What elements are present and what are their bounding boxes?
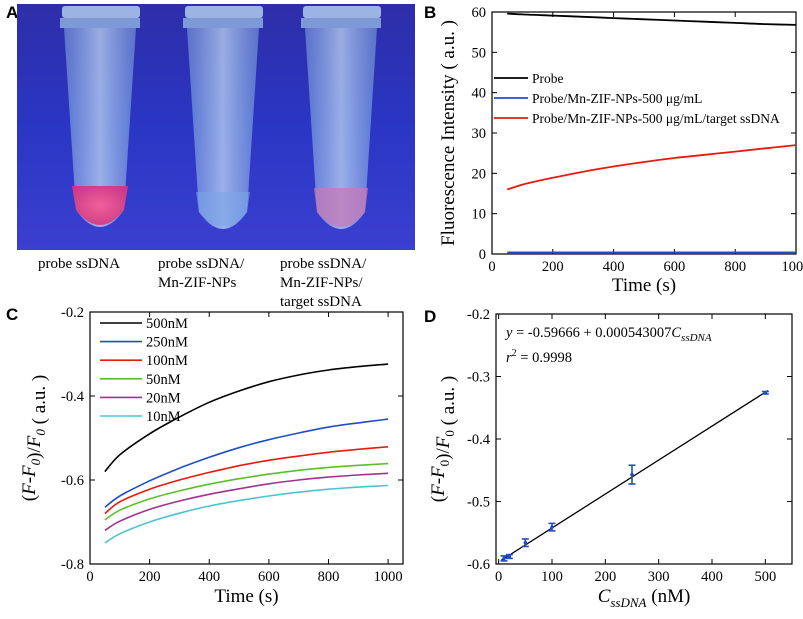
- legend-label: Probe/Mn-ZIF-NPs-500 μg/mL: [532, 91, 702, 106]
- series-line-0: [104, 363, 389, 473]
- plot-frame: [89, 311, 404, 565]
- y-tick-label: 20: [472, 166, 487, 182]
- x-tick-label: 1000: [782, 259, 803, 275]
- x-tick-label: 600: [258, 569, 280, 585]
- legend-label: 20nM: [146, 390, 181, 406]
- x-tick-label: 800: [724, 259, 746, 275]
- legend-label: 250nM: [146, 335, 188, 351]
- y-tick-label: -0.2: [467, 307, 490, 323]
- chart-c: 0 200 400 600 800 1000 -0.8 -0.6 -0.4 -0.2 500nM 25…: [19, 305, 404, 607]
- data-point: [550, 525, 554, 529]
- series-line-2: [104, 446, 389, 515]
- panel-label-c: C: [6, 305, 18, 324]
- y-tick-label: -0.4: [61, 389, 85, 405]
- tube-probe-mn-zif-target: [301, 6, 381, 229]
- x-axis-label: Time (s): [214, 586, 278, 607]
- series-line-0: [507, 12, 797, 26]
- chart-d: 0 100 200 300 400 500 -0.6 -0.5 -0.4 -0.3 -0.2 y = …: [428, 307, 793, 610]
- x-tick-label: 200: [139, 569, 161, 585]
- y-tick-label: -0.6: [467, 557, 490, 573]
- y-tick-label: 60: [472, 5, 487, 21]
- y-axis-label: (F-F0)/F0 ( a.u. ): [428, 376, 459, 502]
- panel-label-d: D: [424, 307, 436, 326]
- x-axis-label: CssDNA (nM): [598, 586, 691, 610]
- y-tick-label: -0.3: [467, 370, 490, 386]
- y-tick-label: -0.4: [467, 432, 491, 448]
- x-tick-label: 600: [664, 259, 686, 275]
- tube-probe-ssdna: [60, 6, 140, 227]
- chart-b: 0 200 400 600 800 1000 0 10 20 30 40 50 60 Probe Probe…: [438, 5, 803, 296]
- x-tick-label: 400: [603, 259, 625, 275]
- panel-a: A probe ssDNA probe ssDNA/ Mn-ZIF-NPs: [6, 3, 415, 310]
- x-tick-label: 0: [495, 569, 502, 585]
- x-tick-label: 0: [86, 569, 93, 585]
- y-tick-label: 0: [479, 247, 486, 263]
- series-line-1: [104, 418, 389, 508]
- x-axis-label: Time (s): [612, 275, 676, 296]
- series-line-3: [104, 462, 389, 521]
- series-line-2: [506, 144, 797, 191]
- legend-label: 500nM: [146, 316, 188, 332]
- y-tick-label: 30: [472, 126, 487, 142]
- tube-probe-mn-zif: [183, 6, 263, 229]
- fit-equation: y = -0.59666 + 0.000543007CssDNA: [504, 325, 712, 344]
- data-point: [630, 472, 634, 477]
- y-tick-label: 50: [472, 45, 487, 61]
- x-tick-label: 200: [594, 569, 616, 585]
- caption-tube-2: probe ssDNA/ Mn-ZIF-NPs: [158, 256, 248, 291]
- y-tick-label: -0.5: [467, 495, 490, 511]
- legend-label: 10nM: [146, 409, 181, 425]
- pink-solution: [72, 186, 128, 225]
- panel-label-b: B: [424, 3, 436, 22]
- plot-frame: [491, 11, 797, 255]
- r-squared: r2 = 0.9998: [506, 348, 572, 366]
- x-tick-label: 500: [754, 569, 776, 585]
- data-point: [502, 556, 506, 561]
- legend-label: Probe/Mn-ZIF-NPs-500 μg/mL/target ssDNA: [532, 111, 780, 126]
- y-axis-label: Fluorescence Intensity ( a.u. ): [438, 20, 459, 246]
- caption-tube-1: probe ssDNA: [38, 256, 120, 272]
- data-point: [763, 390, 768, 395]
- x-tick-label: 400: [701, 569, 723, 585]
- caption-tube-3: probe ssDNA/ Mn-ZIF-NPs/ target ssDNA: [280, 256, 370, 310]
- data-point: [507, 554, 512, 559]
- x-tick-label: 1000: [374, 569, 403, 585]
- y-tick-label: -0.6: [61, 473, 84, 489]
- y-tick-label: 10: [472, 207, 487, 223]
- series-line-5: [104, 484, 389, 544]
- fit-line: [500, 389, 769, 561]
- y-tick-label: -0.8: [61, 557, 84, 573]
- legend-label: 50nM: [146, 372, 181, 388]
- legend-label: Probe: [532, 71, 564, 86]
- x-tick-label: 0: [488, 259, 495, 275]
- legend-label: 100nM: [146, 353, 188, 369]
- panel-label-a: A: [6, 3, 18, 22]
- y-axis-label: (F-F0)/F0 ( a.u. ): [19, 375, 50, 501]
- x-tick-label: 100: [541, 569, 563, 585]
- series-line-4: [104, 472, 389, 532]
- y-tick-label: 40: [472, 86, 487, 102]
- data-point: [523, 540, 528, 545]
- x-tick-label: 400: [198, 569, 220, 585]
- x-tick-label: 800: [318, 569, 340, 585]
- pink-solution-faint: [314, 188, 368, 227]
- x-tick-label: 300: [648, 569, 670, 585]
- x-tick-label: 200: [542, 259, 564, 275]
- y-tick-label: -0.2: [61, 305, 84, 321]
